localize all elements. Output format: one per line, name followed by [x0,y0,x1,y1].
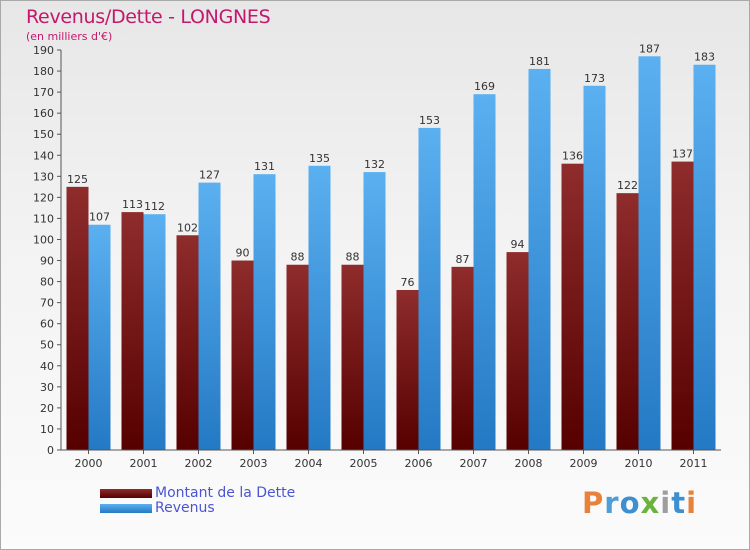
y-tick-label: 180 [33,65,54,78]
bar-debt [451,266,474,450]
logo-letter: t [671,486,687,520]
data-label-revenus: 127 [199,169,220,182]
legend-swatch-debt [100,489,152,498]
data-label-revenus: 135 [309,152,330,165]
data-label-revenus: 131 [254,160,275,173]
data-label-revenus: 107 [89,211,110,224]
bar-debt [66,186,89,450]
bar-revenus [638,56,661,450]
bar-revenus [583,85,606,450]
logo-letter: o [619,486,641,520]
data-label-debt: 76 [401,276,415,289]
y-tick-label: 190 [33,44,54,57]
y-tick-label: 40 [40,360,54,373]
y-tick-label: 10 [40,423,54,436]
bar-debt [506,252,529,450]
x-tick-label: 2007 [460,457,488,470]
y-tick-label: 20 [40,402,54,415]
y-tick-label: 0 [47,444,54,457]
data-label-revenus: 169 [474,80,495,93]
y-tick-label: 150 [33,128,54,141]
data-label-debt: 94 [511,238,525,251]
y-tick-label: 70 [40,297,54,310]
x-tick-label: 2003 [240,457,268,470]
data-label-debt: 136 [562,150,583,163]
chart-subtitle: (en milliers d'€) [26,30,113,43]
x-tick-label: 2005 [350,457,378,470]
data-label-revenus: 183 [694,51,715,64]
bar-revenus [143,214,166,450]
x-tick-label: 2000 [75,457,103,470]
x-tick-label: 2006 [405,457,433,470]
y-tick-label: 160 [33,107,54,120]
y-tick-label: 60 [40,318,54,331]
bar-debt [561,163,584,450]
x-tick-label: 2008 [515,457,543,470]
y-tick-label: 110 [33,212,54,225]
data-label-revenus: 112 [144,200,165,213]
legend-label-revenus: Revenus [155,500,215,516]
x-tick-label: 2002 [185,457,213,470]
y-tick-label: 140 [33,149,54,162]
bar-revenus [88,224,111,450]
logo-letter: i [686,486,698,520]
data-label-debt: 88 [291,251,305,264]
data-label-revenus: 153 [419,114,440,127]
bar-debt [176,235,199,450]
data-label-debt: 90 [236,247,250,260]
legend-swatch-revenus [100,504,152,513]
y-tick-label: 120 [33,191,54,204]
proxiti-logo: Proxiti [582,486,697,520]
data-label-debt: 88 [346,251,360,264]
data-label-debt: 102 [177,221,198,234]
bar-debt [286,264,309,450]
bar-revenus [528,68,551,451]
bar-revenus [198,182,221,450]
x-tick-label: 2004 [295,457,323,470]
data-label-debt: 113 [122,198,143,211]
logo-letter: x [640,486,661,520]
bar-debt [231,260,254,450]
data-label-revenus: 181 [529,55,550,68]
bar-revenus [363,172,386,450]
bar-debt [341,264,364,450]
y-tick-label: 170 [33,86,54,99]
bar-debt [121,212,144,450]
data-label-debt: 125 [67,173,88,186]
bar-debt [396,290,419,450]
y-tick-label: 100 [33,233,54,246]
chart-title: Revenus/Dette - LONGNES [26,6,271,28]
y-tick-label: 80 [40,276,54,289]
x-tick-label: 2001 [130,457,158,470]
data-label-debt: 122 [617,179,638,192]
y-tick-label: 30 [40,381,54,394]
y-tick-label: 50 [40,339,54,352]
x-tick-label: 2011 [680,457,708,470]
x-tick-label: 2009 [570,457,598,470]
data-label-revenus: 173 [584,72,605,85]
y-tick-label: 90 [40,255,54,268]
bar-revenus [308,165,331,450]
logo-letter: r [604,486,620,520]
legend-label-debt: Montant de la Dette [155,485,296,501]
data-label-debt: 87 [456,253,470,266]
logo-letter: P [582,486,605,520]
bar-debt [616,193,639,450]
y-tick-label: 130 [33,170,54,183]
bar-revenus [473,94,496,451]
logo-letter: i [660,486,672,520]
data-label-revenus: 132 [364,158,385,171]
bar-debt [671,161,694,450]
x-tick-label: 2010 [625,457,653,470]
bar-revenus [253,174,276,451]
data-label-debt: 137 [672,148,693,161]
bar-revenus [418,127,441,450]
bar-revenus [693,64,716,450]
data-label-revenus: 187 [639,42,660,55]
